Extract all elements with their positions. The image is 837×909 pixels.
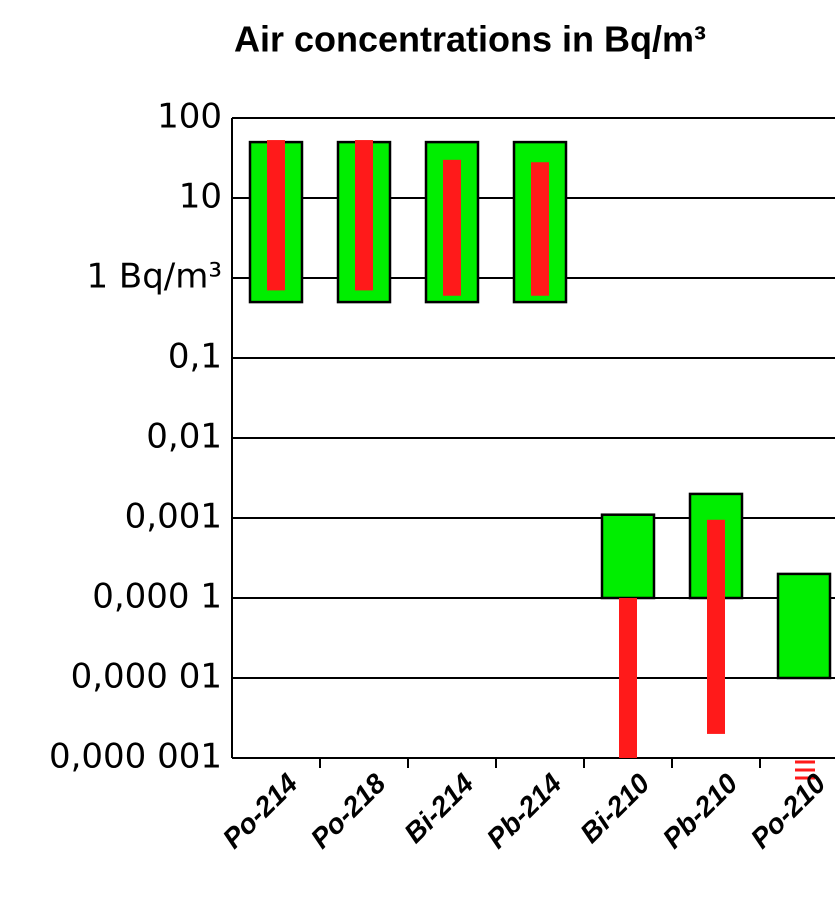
y-tick-label: 0,000 001 [49, 737, 222, 777]
range-bar [443, 159, 461, 296]
x-tick-label: Po-218 [305, 767, 392, 854]
range-box [776, 572, 832, 680]
y-tick-label: 0,001 [125, 497, 222, 537]
y-tick-label: 0,01 [146, 417, 222, 457]
y-tick-label: 10 [179, 177, 222, 217]
range-bar [355, 140, 373, 291]
y-tick-label: 0,1 [168, 337, 222, 377]
y-tick-label: 0,000 01 [71, 657, 222, 697]
chart-title: Air concentrations in Bq/m³ [234, 19, 706, 60]
x-tick-label: Po-210 [745, 767, 832, 854]
y-tick-label: 100 [157, 97, 222, 137]
x-tick-label: Bi-210 [574, 767, 656, 849]
below-range-marker [795, 760, 815, 780]
x-tick-label: Pb-214 [481, 767, 568, 854]
x-tick-label: Po-214 [217, 767, 304, 854]
x-tick-label: Pb-210 [657, 767, 744, 854]
y-tick-label: 0,000 1 [92, 577, 222, 617]
range-box [600, 513, 656, 600]
range-bar [267, 140, 285, 291]
range-bar [531, 162, 549, 296]
range-bar [707, 519, 725, 734]
y-tick-label: 1 Bq/m³ [86, 257, 222, 297]
x-tick-label: Bi-214 [398, 767, 480, 849]
range-bar [619, 598, 637, 758]
